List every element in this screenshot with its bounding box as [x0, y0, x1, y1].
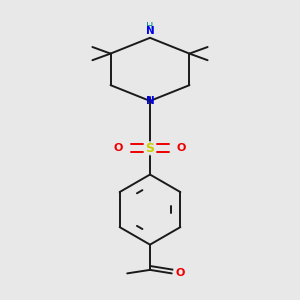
- Text: S: S: [146, 142, 154, 155]
- Text: H: H: [146, 22, 154, 32]
- Text: O: O: [114, 143, 123, 153]
- Text: O: O: [175, 268, 184, 278]
- Text: N: N: [146, 26, 154, 36]
- Text: O: O: [177, 143, 186, 153]
- Text: N: N: [146, 96, 154, 106]
